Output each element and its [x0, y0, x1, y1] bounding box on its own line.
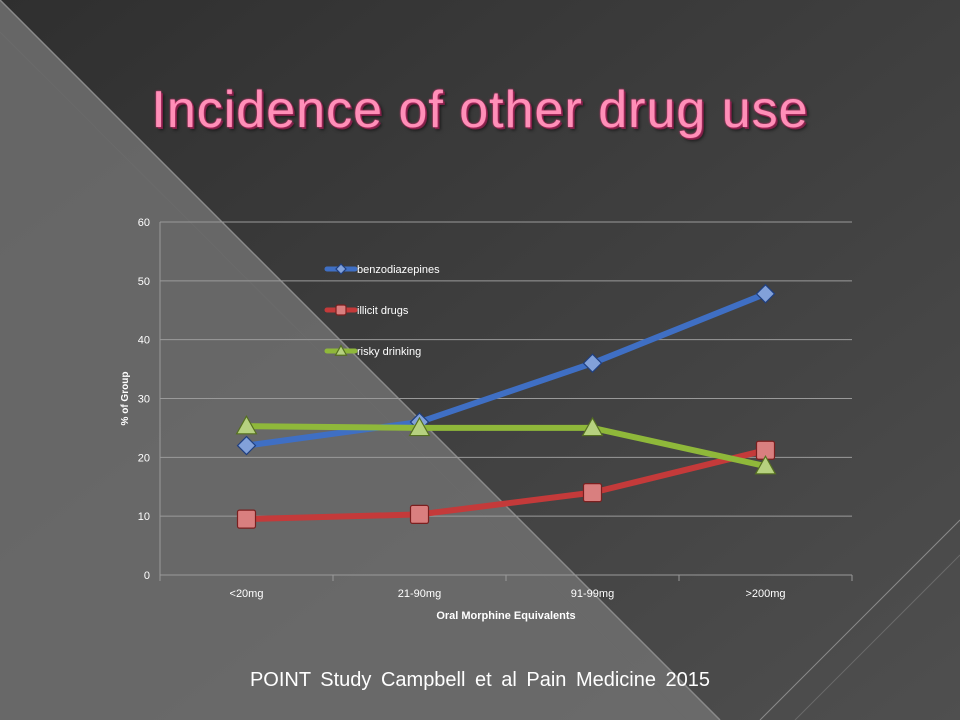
series-line-illicit-drugs — [243, 447, 769, 523]
slide-citation: POINT Study Campbell et al Pain Medicine… — [249, 669, 711, 691]
chart-gridlines — [160, 221, 852, 576]
x-tick-label: <20mg — [230, 588, 264, 600]
data-point-benzodiazepines — [582, 353, 603, 374]
chart-series — [235, 283, 777, 529]
data-point-risky-drinking — [754, 455, 777, 475]
slide-title: Incidence of other drug use — [151, 81, 809, 139]
legend-label-illicit-drugs: illicit drugs — [357, 305, 409, 317]
data-point-illicit-drugs — [409, 504, 430, 525]
y-tick-label: 20 — [138, 452, 150, 464]
x-axis-label: Oral Morphine Equivalents — [436, 610, 575, 622]
data-point-risky-drinking — [235, 415, 258, 435]
y-tick-label: 0 — [144, 570, 150, 582]
legend-label-benzodiazepines: benzodiazepines — [357, 264, 440, 276]
series-line-benzodiazepines — [243, 290, 769, 449]
legend-label-risky-drinking: risky drinking — [357, 346, 421, 358]
data-point-benzodiazepines — [755, 283, 776, 304]
y-axis-label: % of Group — [120, 372, 131, 426]
y-tick-label: 50 — [138, 276, 150, 288]
data-point-benzodiazepines — [236, 435, 257, 456]
y-tick-label: 10 — [138, 511, 150, 523]
legend-marker-illicit-drugs — [335, 304, 347, 316]
data-point-risky-drinking — [408, 416, 431, 437]
chart-axes: 0 10 20 30 40 50 60 <20mg 21-90mg 91-99mg >200mg Or… — [120, 217, 853, 622]
y-tick-label: 60 — [138, 217, 150, 229]
chart-legend: benzodiazepines illicit drugs risky drinki… — [324, 263, 440, 358]
legend-marker-risky-drinking — [334, 344, 348, 356]
x-tick-label: >200mg — [745, 588, 785, 600]
y-tick-label: 30 — [138, 394, 150, 406]
y-tick-label: 40 — [138, 335, 150, 347]
data-point-risky-drinking — [581, 416, 604, 437]
data-point-illicit-drugs — [582, 483, 603, 503]
series-line-risky-drinking — [243, 423, 769, 470]
legend-marker-benzodiazepines — [335, 263, 347, 275]
x-tick-label: 91-99mg — [571, 588, 614, 600]
data-point-illicit-drugs — [236, 509, 257, 529]
x-tick-label: 21-90mg — [398, 588, 441, 600]
